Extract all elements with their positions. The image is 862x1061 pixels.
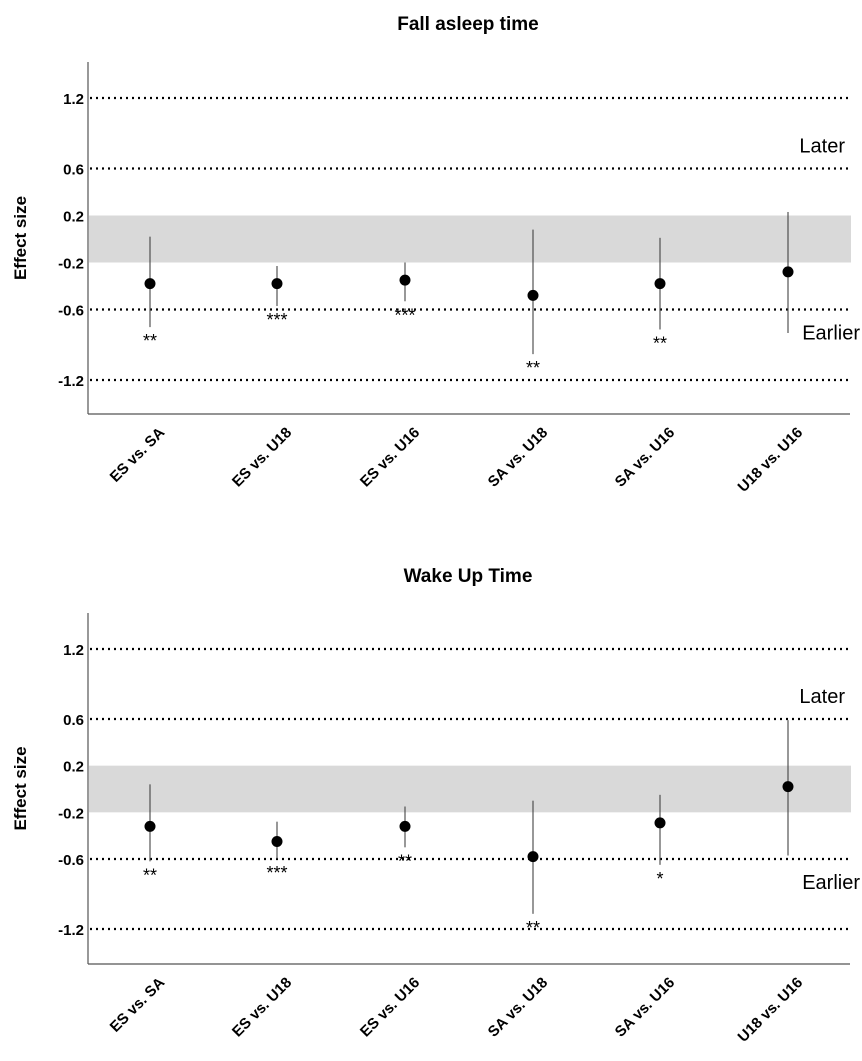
y-tick-label: 1.2	[63, 642, 84, 659]
data-point	[399, 820, 411, 832]
y-tick-label: -1.2	[58, 922, 84, 939]
data-point	[527, 851, 539, 863]
significance-marker: ***	[266, 863, 287, 883]
x-tick-label: SA vs. U18	[485, 424, 551, 490]
y-tick-label: -0.6	[58, 303, 84, 320]
x-tick-label: SA vs. U16	[612, 974, 678, 1040]
y-tick-label: -1.2	[58, 373, 84, 390]
y-axis-label: Effect size	[11, 196, 30, 280]
panel-fall-asleep-time: Fall asleep time 1.2 0.6 0.2 -0.2 -0.6 -1.2 Eff…	[11, 14, 860, 496]
data-point	[144, 278, 156, 290]
data-point	[271, 836, 283, 847]
annotation-later: Later	[799, 136, 845, 158]
y-tick-label: 0.6	[63, 162, 84, 179]
x-tick-label: SA vs. U16	[612, 424, 678, 490]
significance-marker: **	[526, 358, 540, 378]
data-point	[654, 278, 666, 290]
y-tick-label: -0.2	[58, 256, 84, 273]
significance-marker: **	[143, 331, 157, 351]
data-point	[271, 278, 283, 290]
significance-marker: **	[526, 918, 540, 938]
x-tick-label: ES vs. U18	[229, 424, 295, 490]
y-tick-label: 1.2	[63, 91, 84, 108]
y-tick-label: 0.2	[63, 759, 84, 776]
y-tick-label: 0.6	[63, 712, 84, 729]
significance-marker: ***	[394, 305, 415, 325]
no-effect-band	[89, 765, 851, 813]
annotation-earlier: Earlier	[802, 323, 860, 345]
significance-marker: **	[653, 333, 667, 353]
no-effect-band	[89, 215, 851, 263]
x-tick-label: ES vs. U18	[229, 974, 295, 1040]
x-tick-label: SA vs. U18	[485, 974, 551, 1040]
significance-marker: **	[398, 851, 412, 871]
x-tick-label: ES vs. U16	[357, 424, 423, 490]
data-point	[144, 820, 156, 832]
chart-title: Wake Up Time	[404, 566, 533, 587]
data-point	[782, 781, 794, 793]
significance-marker: *	[656, 869, 663, 889]
x-tick-label: ES vs. SA	[107, 424, 169, 486]
data-point	[654, 817, 666, 829]
x-tick-label: ES vs. SA	[107, 974, 169, 1036]
x-tick-label: U18 vs. U16	[735, 974, 807, 1046]
data-point	[782, 266, 794, 278]
x-tick-label: U18 vs. U16	[735, 424, 807, 496]
annotation-earlier: Earlier	[802, 872, 860, 894]
significance-marker: **	[143, 865, 157, 885]
data-point	[527, 289, 539, 301]
significance-marker: ***	[266, 310, 287, 330]
y-tick-label: 0.2	[63, 209, 84, 226]
chart-title: Fall asleep time	[397, 14, 539, 35]
data-point	[399, 274, 411, 286]
x-tick-label: ES vs. U16	[357, 974, 423, 1040]
y-tick-label: -0.2	[58, 805, 84, 822]
panel-wake-up-time: Wake Up Time 1.2 0.6 0.2 -0.2 -0.6 -1.2 Effect …	[11, 566, 860, 1046]
y-axis-label: Effect size	[11, 746, 30, 830]
annotation-later: Later	[799, 686, 845, 708]
y-tick-label: -0.6	[58, 852, 84, 869]
